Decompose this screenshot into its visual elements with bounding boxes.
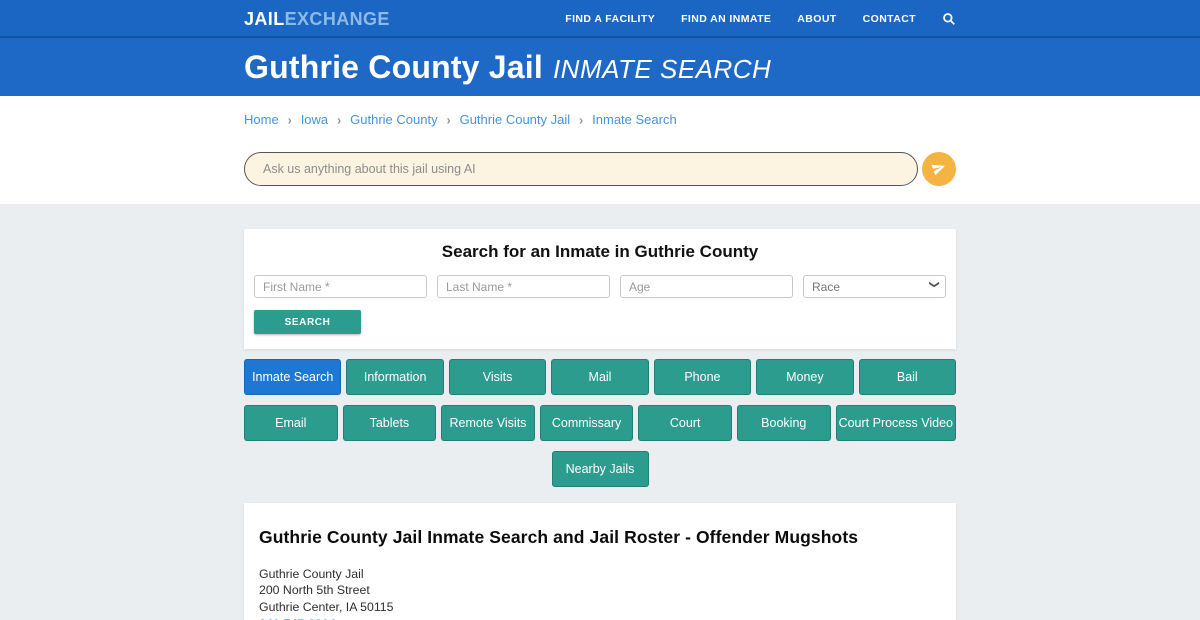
logo-text-jail: JAIL	[244, 8, 285, 29]
ai-send-button[interactable]	[922, 152, 956, 186]
race-select[interactable]: Race	[803, 275, 946, 298]
tab-mail[interactable]: Mail	[551, 359, 649, 395]
nav-find-an-inmate[interactable]: FIND AN INMATE	[681, 13, 772, 25]
tab-bail[interactable]: Bail	[858, 359, 956, 395]
facility-name: Guthrie County Jail	[244, 48, 543, 85]
jail-info-heading: Guthrie County Jail Inmate Search and Ja…	[259, 527, 859, 547]
chevron-right-icon: ›	[446, 111, 451, 128]
tab-inmate-search[interactable]: Inmate Search	[244, 359, 342, 395]
breadcrumb-inmate-search[interactable]: Inmate Search	[592, 112, 677, 127]
jail-phone-link[interactable]: 641-747-2214	[259, 617, 336, 620]
tab-tablets[interactable]: Tablets	[342, 405, 437, 441]
search-fields-row: Race ❯	[254, 275, 946, 298]
age-field[interactable]	[620, 275, 793, 298]
page-hero: Guthrie County Jail INMATE SEARCH	[0, 38, 1200, 96]
nav-contact[interactable]: CONTACT	[862, 13, 916, 25]
first-name-field[interactable]	[254, 275, 427, 298]
ai-search-row	[244, 152, 956, 186]
ai-question-input[interactable]	[244, 152, 918, 186]
tab-commissary[interactable]: Commissary	[539, 405, 634, 441]
inmate-search-card: Search for an Inmate in Guthrie County R…	[244, 229, 956, 349]
paper-plane-icon	[931, 160, 947, 179]
nav-find-a-facility[interactable]: FIND A FACILITY	[565, 13, 656, 25]
race-select-wrap: Race ❯	[803, 275, 946, 298]
chevron-right-icon: ›	[337, 111, 342, 128]
breadcrumb: Home › Iowa › Guthrie County › Guthrie C…	[244, 112, 956, 127]
main-content-area: Search for an Inmate in Guthrie County R…	[0, 204, 1200, 620]
search-icon[interactable]	[942, 12, 956, 26]
address-line-city: Guthrie Center, IA 50115	[259, 599, 394, 614]
logo-text-exchange: EXCHANGE	[284, 8, 390, 29]
jail-info-card: Guthrie County Jail Inmate Search and Ja…	[244, 503, 956, 620]
site-logo[interactable]: JAILEXCHANGE	[244, 9, 390, 30]
tab-row-2: Email Tablets Remote Visits Commissary C…	[244, 405, 956, 441]
tab-row-3: Nearby Jails	[244, 451, 956, 487]
tab-row-1: Inmate Search Information Visits Mail Ph…	[244, 359, 956, 395]
last-name-field[interactable]	[437, 275, 610, 298]
tab-court-process-video[interactable]: Court Process Video	[835, 405, 956, 441]
tab-email[interactable]: Email	[244, 405, 338, 441]
jail-address: Guthrie County Jail 200 North 5th Street…	[259, 567, 941, 620]
search-card-title: Search for an Inmate in Guthrie County	[441, 242, 759, 261]
tab-visits[interactable]: Visits	[448, 359, 547, 395]
address-line-name: Guthrie County Jail	[259, 567, 364, 581]
tab-booking[interactable]: Booking	[736, 405, 831, 441]
main-nav: FIND A FACILITY FIND AN INMATE ABOUT CON…	[565, 12, 956, 26]
chevron-right-icon: ›	[579, 111, 584, 128]
nav-about[interactable]: ABOUT	[797, 13, 837, 25]
tab-nearby-jails[interactable]: Nearby Jails	[551, 451, 649, 487]
tab-remote-visits[interactable]: Remote Visits	[441, 405, 535, 441]
breadcrumb-ai-section: Home › Iowa › Guthrie County › Guthrie C…	[0, 96, 1200, 204]
address-line-street: 200 North 5th Street	[259, 583, 370, 598]
page-subtitle: INMATE SEARCH	[552, 53, 772, 84]
breadcrumb-jail[interactable]: Guthrie County Jail	[459, 112, 571, 127]
top-navigation-bar: JAILEXCHANGE FIND A FACILITY FIND AN INM…	[0, 0, 1200, 38]
breadcrumb-county[interactable]: Guthrie County	[350, 112, 438, 127]
tab-money[interactable]: Money	[756, 359, 854, 395]
search-button[interactable]: SEARCH	[254, 310, 361, 334]
breadcrumb-home[interactable]: Home	[244, 112, 279, 127]
tab-court[interactable]: Court	[638, 405, 732, 441]
breadcrumb-state[interactable]: Iowa	[300, 112, 329, 127]
tab-information[interactable]: Information	[346, 359, 444, 395]
page-title: Guthrie County Jail INMATE SEARCH	[244, 49, 956, 86]
chevron-right-icon: ›	[287, 111, 292, 128]
tab-phone[interactable]: Phone	[653, 359, 752, 395]
